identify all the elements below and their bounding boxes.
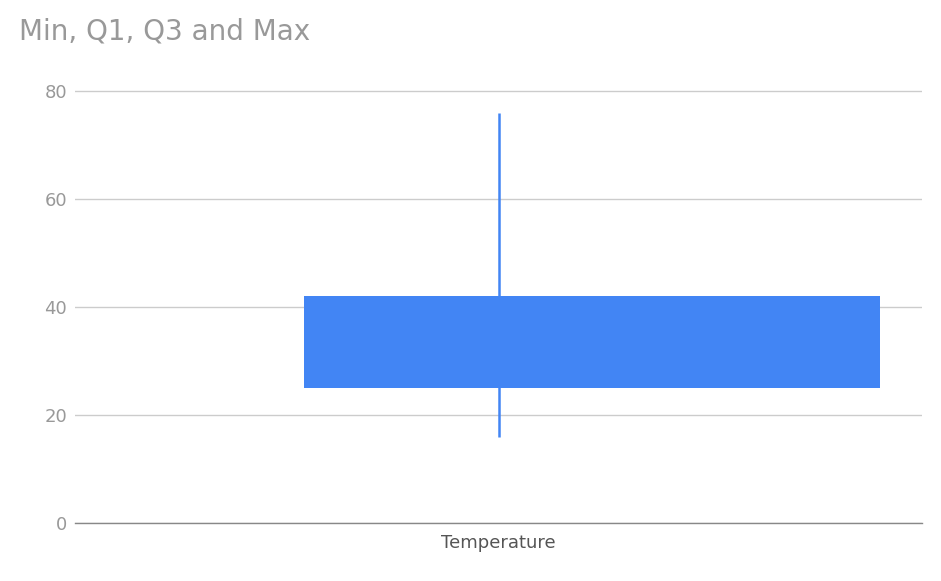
Text: Min, Q1, Q3 and Max: Min, Q1, Q3 and Max bbox=[19, 17, 310, 45]
Bar bbox=[304, 296, 880, 388]
